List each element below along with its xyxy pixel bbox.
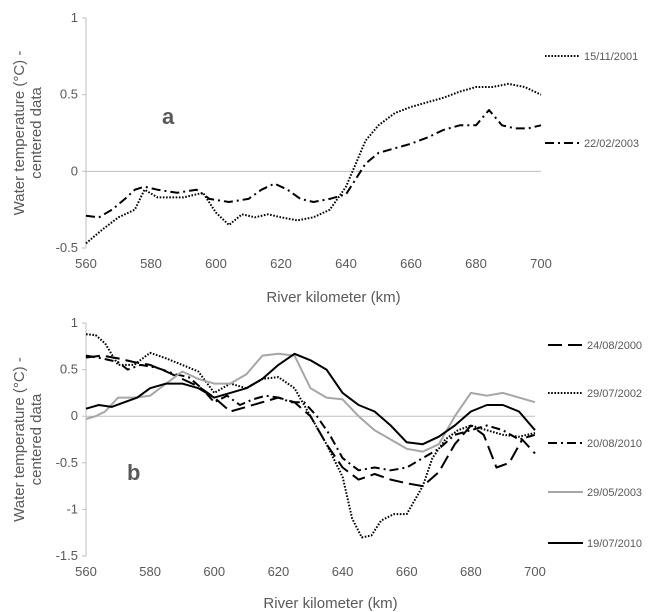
x-axis-title: River kilometer (km) bbox=[263, 595, 397, 612]
series-line-19-07-2010 bbox=[85, 352, 536, 446]
y-tick-label: 0.5 bbox=[60, 87, 78, 102]
y-tick-label: -1.5 bbox=[56, 548, 78, 563]
y-axis-title-line: centered data bbox=[28, 86, 45, 178]
x-tick-label: 580 bbox=[139, 564, 161, 579]
panel-letter: a bbox=[162, 104, 175, 129]
y-tick-label: -1 bbox=[66, 501, 78, 516]
x-tick-label: 680 bbox=[460, 564, 482, 579]
y-tick-label: 1 bbox=[71, 10, 78, 25]
legend-label: 29/07/2002 bbox=[587, 388, 642, 400]
x-tick-label: 660 bbox=[396, 564, 418, 579]
x-tick-label: 680 bbox=[465, 256, 487, 271]
x-tick-label: 660 bbox=[400, 256, 422, 271]
legend-label: 15/11/2001 bbox=[584, 51, 638, 63]
y-tick-label: -0.5 bbox=[56, 240, 78, 255]
series-line-22-02-2003 bbox=[85, 109, 542, 219]
legend-label: 24/08/2000 bbox=[587, 340, 642, 352]
x-tick-label: 620 bbox=[268, 564, 290, 579]
legend-label: 22/02/2003 bbox=[584, 138, 639, 150]
x-tick-label: 700 bbox=[530, 256, 552, 271]
y-tick-label: 0.5 bbox=[60, 362, 78, 377]
panel-b-chart: -1.5 -1 -0.5 0 0.5 1 560 580 600 620 640 660 680 700 R… bbox=[11, 315, 642, 612]
panel-a-chart: -0.5 0 0.5 1 560 580 600 620 640 660 680 700 River k… bbox=[11, 10, 639, 306]
x-tick-label: 580 bbox=[140, 256, 162, 271]
legend-label: 19/07/2010 bbox=[587, 538, 642, 550]
x-tick-label: 560 bbox=[75, 564, 97, 579]
x-tick-label: 640 bbox=[335, 256, 357, 271]
series-line-29-05-2003 bbox=[85, 352, 536, 453]
series-line-20-08-2010 bbox=[85, 354, 536, 472]
y-tick-label: 0 bbox=[71, 408, 78, 423]
y-axis-title-line: centered data bbox=[28, 393, 45, 485]
legend-label: 29/05/2003 bbox=[587, 487, 642, 499]
y-tick-label: -0.5 bbox=[56, 455, 78, 470]
series-line-15-11-2001 bbox=[85, 82, 542, 245]
series-line-29-07-2002 bbox=[85, 333, 536, 539]
x-tick-label: 700 bbox=[524, 564, 546, 579]
y-tick-label: 1 bbox=[71, 315, 78, 330]
x-tick-label: 620 bbox=[270, 256, 292, 271]
x-axis-title: River kilometer (km) bbox=[266, 289, 400, 306]
y-axis-title: Water temperature (°C) -centered data bbox=[11, 51, 45, 216]
x-tick-label: 560 bbox=[75, 256, 97, 271]
y-axis-title-line: Water temperature (°C) - bbox=[11, 357, 28, 522]
legend-label: 20/08/2010 bbox=[587, 438, 642, 450]
x-tick-label: 600 bbox=[205, 256, 227, 271]
y-axis-title-line: Water temperature (°C) - bbox=[11, 51, 28, 216]
y-axis-title: Water temperature (°C) -centered data bbox=[11, 357, 45, 522]
x-tick-label: 640 bbox=[332, 564, 354, 579]
x-tick-label: 600 bbox=[203, 564, 225, 579]
panel-letter: b bbox=[127, 460, 140, 485]
y-tick-label: 0 bbox=[71, 163, 78, 178]
series-line-24-08-2000 bbox=[85, 354, 536, 488]
